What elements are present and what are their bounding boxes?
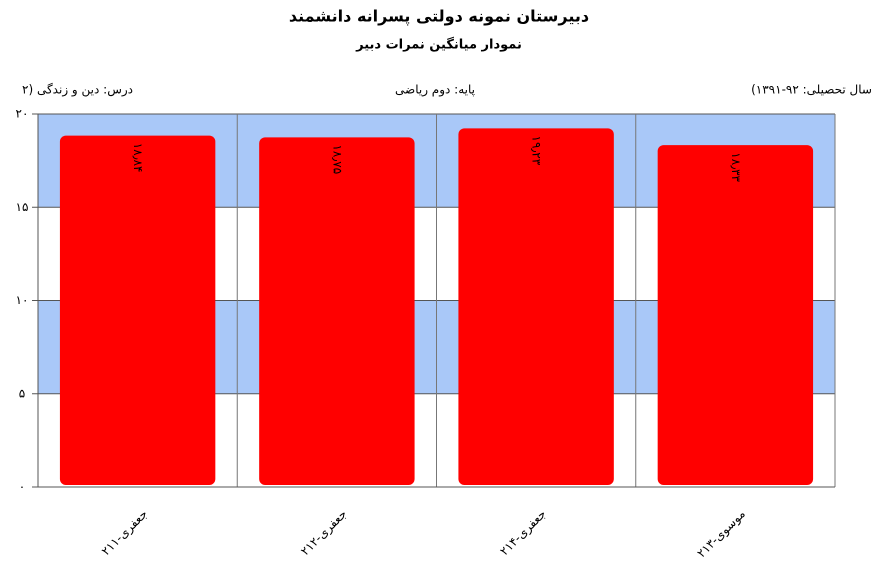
value-label: ۱۸٫۷۵ [330, 144, 344, 174]
y-tick-label: ۱۰ [16, 293, 29, 307]
chart-title: دبیرستان نمونه دولتی پسرانه دانشمند [289, 7, 589, 27]
course-label: درس: دین و زندگی (۲ [22, 83, 133, 98]
bar [657, 145, 814, 485]
x-tick-label: موسوی-۲۱۳ [694, 507, 748, 561]
x-tick-label: جعفری-۲۱۱ [99, 507, 151, 559]
x-tick-label: جعفری-۲۱۴ [497, 507, 549, 559]
value-label: ۱۸٫۳۳ [729, 152, 743, 182]
value-label: ۱۸٫۸۴ [131, 143, 145, 173]
y-tick-label: ۵ [19, 386, 25, 400]
year-label: (سال تحصیلی: ۹۲-۱۳۹۱ [751, 83, 872, 97]
bar [458, 128, 614, 485]
y-tick-label: ۲۰ [16, 107, 29, 121]
chart-subtitle: نمودار میانگین نمرات دبیر [355, 37, 522, 53]
x-tick-label: جعفری-۲۱۲ [298, 507, 350, 559]
y-tick-label: ۱۵ [16, 200, 29, 214]
y-tick-label: ۰ [19, 480, 25, 494]
grade-label: پایه: دوم ریاضی [395, 83, 475, 98]
value-label: ۱۹٫۲۳ [530, 136, 544, 166]
bar [259, 137, 415, 485]
bar [59, 135, 216, 485]
